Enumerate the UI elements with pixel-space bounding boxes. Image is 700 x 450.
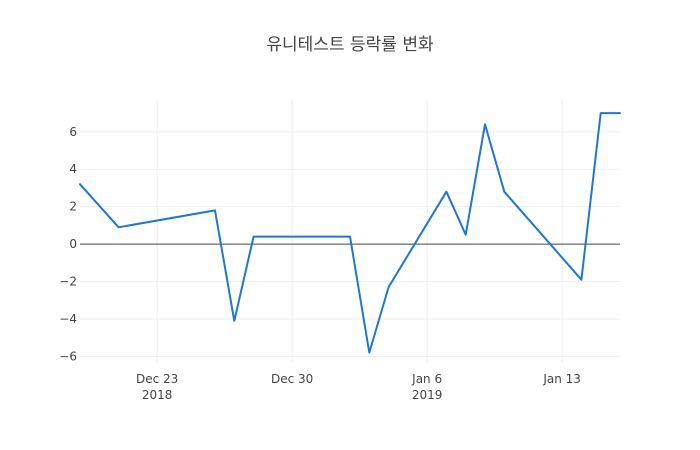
x-tick-label: Jan 13 [542,372,581,386]
chart-title: 유니테스트 등락률 변화 [266,35,434,55]
y-tick-label: 2 [69,200,77,214]
y-tick-label: 0 [69,237,77,251]
grid-lines [80,100,620,362]
series-line [79,112,621,354]
y-tick-label: 4 [69,162,77,176]
y-tick-label: −4 [59,312,77,326]
y-tick-label: −2 [59,275,77,289]
x-tick-label: Dec 23 [136,372,178,386]
x-tick-year-label: 2018 [142,388,173,402]
y-tick-label: 6 [69,125,77,139]
x-tick-label: Dec 30 [271,372,313,386]
y-tick-label: −6 [59,349,77,363]
x-axis-ticks: Dec 23 2018 Dec 30 Jan 6 2019 Jan 13 [136,372,581,402]
y-axis-ticks: −6 −4 −2 0 2 4 6 [59,125,77,364]
x-tick-year-label: 2019 [412,388,443,402]
series-group [79,112,621,354]
x-tick-label: Jan 6 [411,372,442,386]
